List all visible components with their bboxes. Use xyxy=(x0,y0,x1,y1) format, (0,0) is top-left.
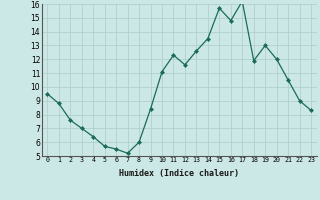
X-axis label: Humidex (Indice chaleur): Humidex (Indice chaleur) xyxy=(119,169,239,178)
